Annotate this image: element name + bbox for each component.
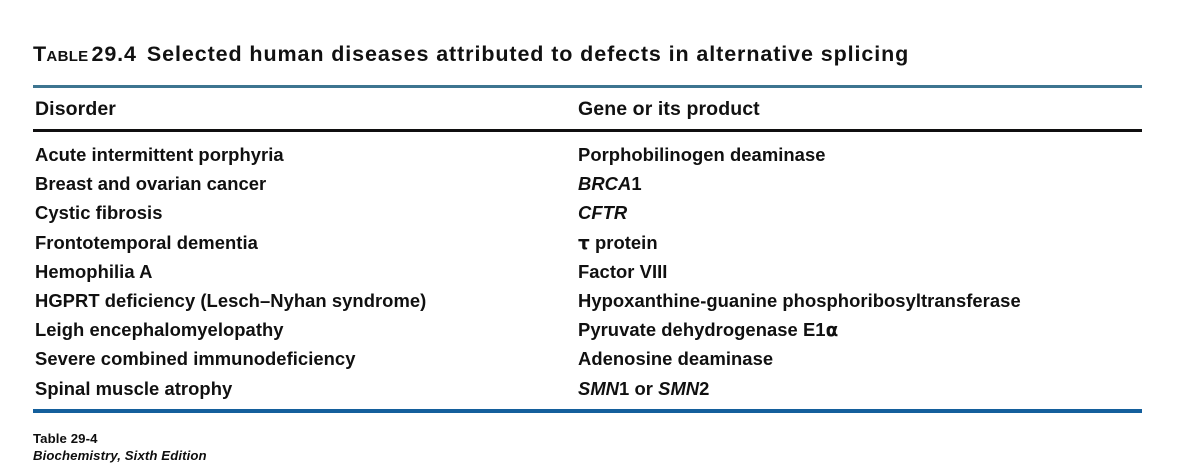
cell-disorder: Severe combined immunodeficiency [35,348,356,370]
table-row: Hemophilia A Factor VIII [0,261,1184,290]
cell-gene: Pyruvate dehydrogenase E1α [578,319,838,342]
gene-conjunction: or [629,377,659,399]
gene-text: Hypoxanthine-guanine phosphoribosyltrans… [578,289,1021,311]
greek-alpha-symbol: α [825,320,839,342]
cell-gene: Adenosine deaminase [578,348,773,370]
table-row: Acute intermittent porphyria Porphobilin… [0,144,1184,173]
table-row: HGPRT deficiency (Lesch–Nyhan syndrome) … [0,290,1184,319]
cell-disorder: Spinal muscle atrophy [35,377,233,399]
cell-disorder: Breast and ovarian cancer [35,173,267,195]
cell-disorder: Leigh encephalomyelopathy [35,319,284,341]
cell-gene: Porphobilinogen deaminase [578,144,826,166]
table-row: Breast and ovarian cancer BRCA1 [0,173,1184,202]
gene-symbol-italic: SMN [578,377,620,399]
caption-table-number: Table 29-4 [33,431,98,446]
table-title-description: Selected human diseases attributed to de… [146,42,910,66]
table-title-number: 29.4 [91,42,137,66]
gene-text: Porphobilinogen deaminase [578,144,826,165]
rule-bottom-blue [33,409,1142,413]
table-row: Cystic fibrosis CFTR [0,202,1184,231]
greek-tau-symbol: τ [578,232,590,254]
cell-disorder: Frontotemporal dementia [35,231,258,253]
table-row: Spinal muscle atrophy SMN1 or SMN2 [0,378,1184,407]
caption-source-title: Biochemistry, Sixth Edition [33,448,207,463]
rule-top-teal [33,85,1142,88]
cell-gene: BRCA1 [578,173,642,195]
gene-symbol-italic: SMN [658,377,700,399]
cell-disorder: HGPRT deficiency (Lesch–Nyhan syndrome) [35,289,427,311]
cell-gene: τ protein [578,232,658,255]
cell-gene: Factor VIII [578,261,667,283]
cell-disorder: Acute intermittent porphyria [35,144,284,165]
gene-text: Factor VIII [578,260,668,282]
cell-gene: CFTR [578,202,627,224]
rule-header-black [33,129,1142,132]
gene-text: Pyruvate dehydrogenase E1 [578,319,826,341]
gene-text: protein [589,231,658,253]
gene-symbol-italic: BRCA [578,173,632,195]
cell-disorder: Hemophilia A [35,260,153,282]
gene-text: Adenosine deaminase [578,348,774,370]
cell-gene: SMN1 or SMN2 [578,378,709,400]
table-title-label: Table [33,42,89,66]
gene-number: 1 [631,173,642,195]
table-body: Acute intermittent porphyria Porphobilin… [0,144,1184,407]
table-title: Table 29.4 Selected human diseases attribu… [33,42,1153,67]
table-row: Leigh encephalomyelopathy Pyruvate dehyd… [0,319,1184,348]
column-header-gene: Gene or its product [578,98,760,120]
gene-number: 1 [619,377,630,399]
table-row: Frontotemporal dementia τ protein [0,232,1184,261]
table-row: Severe combined immunodeficiency Adenosi… [0,348,1184,377]
figure-caption: Table 29-4 Biochemistry, Sixth Edition [33,431,633,463]
column-header-disorder: Disorder [35,98,116,120]
gene-number: 2 [699,377,710,399]
cell-gene: Hypoxanthine-guanine phosphoribosyltrans… [578,290,1021,312]
cell-disorder: Cystic fibrosis [35,202,163,224]
gene-symbol-italic: CFTR [578,202,628,224]
